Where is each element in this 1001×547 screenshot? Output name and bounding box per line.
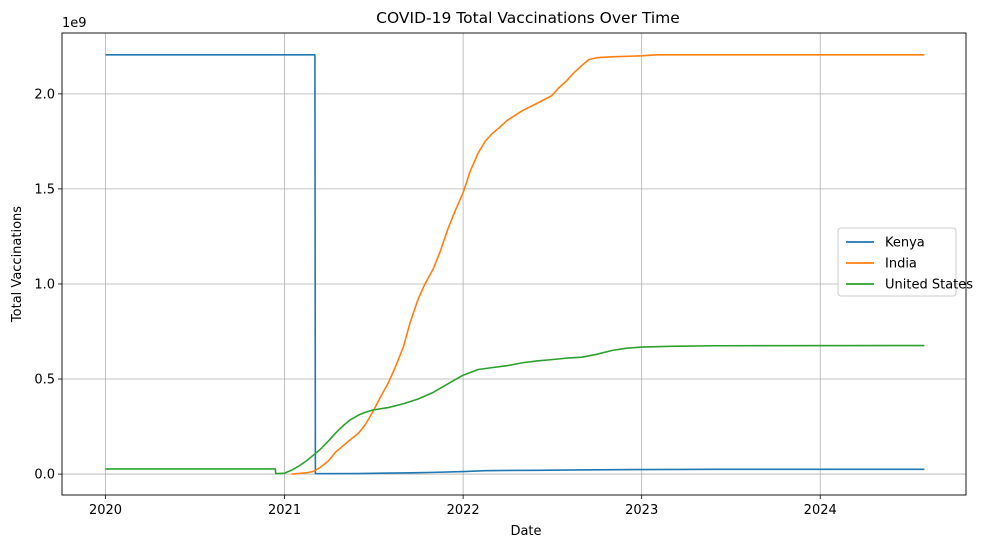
x-tick-label: 2021: [268, 503, 301, 518]
series-line-kenya: [105, 54, 925, 475]
grid-layer: [62, 33, 966, 495]
y-tick-label: 0.5: [34, 373, 55, 388]
series-line-india: [291, 54, 925, 475]
x-tick-label: 2020: [89, 503, 122, 518]
legend-box: [837, 227, 957, 297]
y-tick-label: 2.0: [34, 87, 55, 102]
chart-title: COVID-19 Total Vaccinations Over Time: [376, 9, 680, 27]
tick-layer: 2020 2021 2022 2023 2024 0.0 0.5 1.0 1.5 2.0: [34, 87, 836, 518]
legend-label-united-states: United States: [885, 278, 973, 293]
series-line-united-states: [105, 344, 925, 475]
series-layer: [105, 54, 925, 475]
y-tick-label: 0.0: [34, 468, 55, 483]
x-axis-title: Date: [510, 524, 541, 539]
y-tick-label: 1.5: [34, 182, 55, 197]
legend-label-india: India: [885, 257, 917, 272]
x-tick-label: 2023: [625, 503, 658, 518]
y-axis-title: Total Vaccinations: [10, 206, 25, 323]
y-tick-label: 1.0: [34, 277, 55, 292]
legend: Kenya India United States: [837, 227, 973, 297]
plot-frame: [61, 32, 967, 496]
x-tick-label: 2022: [447, 503, 480, 518]
legend-label-kenya: Kenya: [885, 236, 925, 251]
x-tick-label: 2024: [804, 503, 837, 518]
y-offset-label: 1e9: [62, 16, 87, 31]
